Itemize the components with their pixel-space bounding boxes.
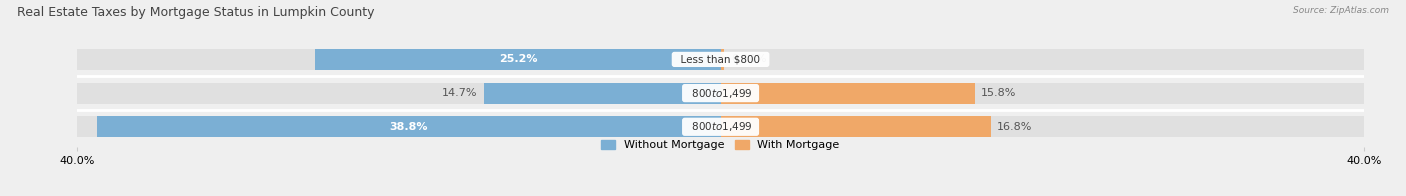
Bar (721, 49, 724, 70)
Legend: Without Mortgage, With Mortgage: Without Mortgage, With Mortgage (602, 140, 839, 150)
Text: 15.8%: 15.8% (981, 88, 1017, 98)
Bar (484, 83, 721, 103)
Text: 38.8%: 38.8% (389, 122, 427, 132)
Bar (315, 49, 721, 70)
Text: 0.24%: 0.24% (731, 54, 766, 64)
Bar (721, 116, 991, 137)
Text: Source: ZipAtlas.com: Source: ZipAtlas.com (1294, 6, 1389, 15)
Bar (721, 83, 974, 103)
Text: $800 to $1,499: $800 to $1,499 (685, 87, 756, 100)
Bar (77, 49, 1364, 70)
Text: 16.8%: 16.8% (997, 122, 1032, 132)
Text: 14.7%: 14.7% (443, 88, 478, 98)
Text: Real Estate Taxes by Mortgage Status in Lumpkin County: Real Estate Taxes by Mortgage Status in … (17, 6, 374, 19)
Text: $800 to $1,499: $800 to $1,499 (685, 120, 756, 133)
Bar (77, 116, 1364, 137)
Bar (77, 83, 1364, 103)
Bar (97, 116, 721, 137)
Text: 25.2%: 25.2% (499, 54, 537, 64)
Text: Less than $800: Less than $800 (675, 54, 766, 64)
